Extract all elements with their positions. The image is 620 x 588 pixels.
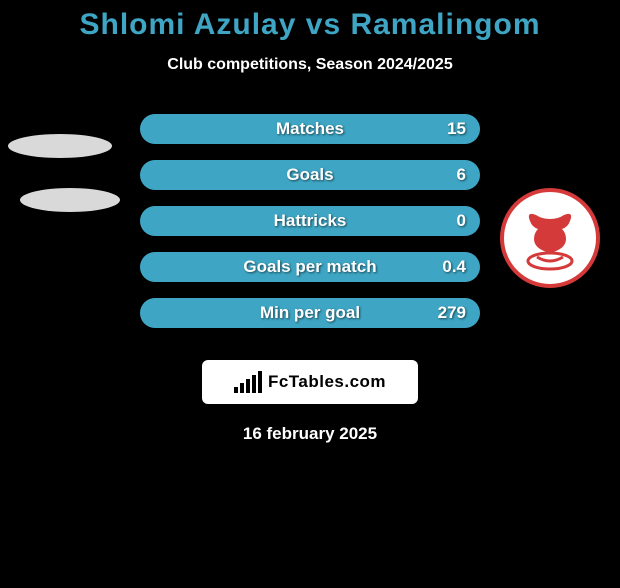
team-badge-right bbox=[500, 188, 600, 288]
stat-value: 279 bbox=[438, 303, 466, 323]
watermark: FcTables.com bbox=[202, 360, 418, 404]
stat-bar: Goals per match 0.4 bbox=[140, 252, 480, 282]
team-badge-left-2 bbox=[20, 188, 120, 212]
stat-value: 0.4 bbox=[442, 257, 466, 277]
stat-label: Goals bbox=[286, 165, 333, 185]
stat-value: 15 bbox=[447, 119, 466, 139]
stat-value: 0 bbox=[457, 211, 466, 231]
stat-label: Matches bbox=[276, 119, 344, 139]
page-title: Shlomi Azulay vs Ramalingom bbox=[0, 8, 620, 42]
date-label: 16 february 2025 bbox=[0, 424, 620, 444]
stat-bar: Min per goal 279 bbox=[140, 298, 480, 328]
stat-bar: Hattricks 0 bbox=[140, 206, 480, 236]
team-badge-left-1 bbox=[8, 134, 112, 158]
stat-label: Hattricks bbox=[274, 211, 347, 231]
subtitle: Club competitions, Season 2024/2025 bbox=[0, 56, 620, 74]
stat-label: Goals per match bbox=[243, 257, 376, 277]
bars-icon bbox=[234, 371, 262, 393]
watermark-text: FcTables.com bbox=[268, 372, 386, 392]
bull-icon bbox=[515, 203, 585, 273]
stat-row: Min per goal 279 bbox=[0, 290, 620, 336]
stat-bar: Matches 15 bbox=[140, 114, 480, 144]
stat-value: 6 bbox=[457, 165, 466, 185]
stat-bar: Goals 6 bbox=[140, 160, 480, 190]
stat-label: Min per goal bbox=[260, 303, 360, 323]
